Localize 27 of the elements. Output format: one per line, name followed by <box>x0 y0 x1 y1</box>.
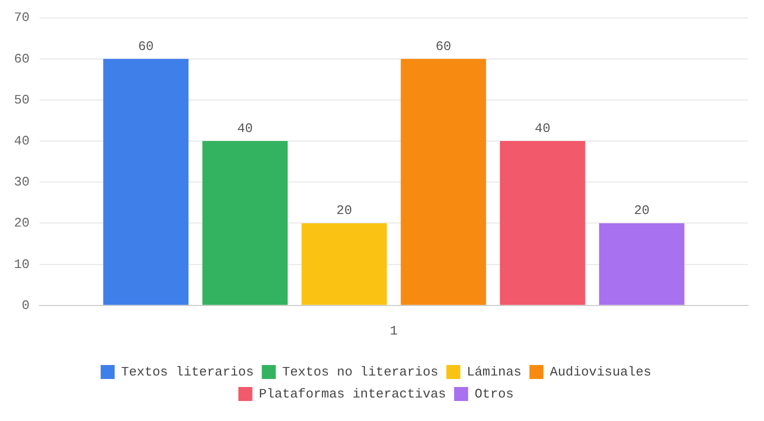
y-tick-label: 70 <box>14 10 30 26</box>
legend-label: Otros <box>474 386 514 402</box>
legend-label: Láminas <box>466 364 522 380</box>
bar <box>202 141 288 305</box>
y-tick-label: 20 <box>14 216 30 231</box>
y-tick-label: 30 <box>14 174 30 190</box>
data-label: 60 <box>436 38 452 54</box>
y-tick-label: 40 <box>14 133 30 148</box>
y-tick-label: 60 <box>14 51 30 66</box>
legend-label: Textos no literarios <box>282 364 438 380</box>
bar <box>302 223 387 305</box>
bar <box>400 58 486 305</box>
legend-label: Audiovisuales <box>550 364 652 380</box>
bar <box>103 58 189 305</box>
legend-label: Textos literarios <box>121 364 254 380</box>
bar <box>599 223 684 305</box>
y-tick-label: 10 <box>14 256 30 272</box>
data-label: 40 <box>534 120 550 136</box>
x-tick-label: 1 <box>390 324 398 339</box>
y-tick-label: 0 <box>22 298 30 313</box>
data-label: 20 <box>336 203 352 218</box>
data-label: 20 <box>634 203 650 218</box>
data-label: 40 <box>237 120 253 136</box>
legend-label: Plataformas interactivas <box>258 386 446 402</box>
data-label: 60 <box>138 38 154 54</box>
y-tick-label: 50 <box>14 92 30 108</box>
bar <box>500 141 586 305</box>
